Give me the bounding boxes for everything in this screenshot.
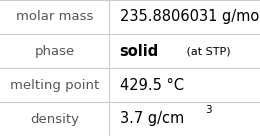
- Text: 3: 3: [205, 105, 212, 115]
- Text: solid: solid: [120, 44, 159, 58]
- Text: molar mass: molar mass: [16, 10, 93, 24]
- Text: 429.5 °C: 429.5 °C: [120, 78, 184, 92]
- Text: 3.7 g/cm: 3.7 g/cm: [120, 112, 184, 126]
- Text: phase: phase: [35, 44, 75, 58]
- Text: (at STP): (at STP): [183, 46, 231, 56]
- Text: melting point: melting point: [10, 78, 99, 92]
- Text: density: density: [30, 112, 79, 126]
- Text: 235.8806031 g/mol: 235.8806031 g/mol: [120, 10, 260, 24]
